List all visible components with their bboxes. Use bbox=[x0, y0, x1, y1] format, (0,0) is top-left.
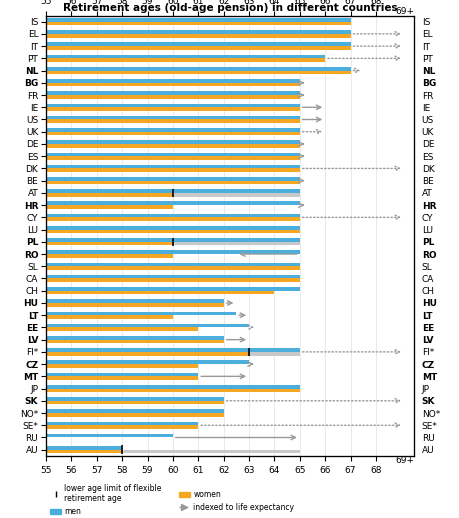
Bar bbox=[46, 446, 122, 450]
Bar bbox=[46, 372, 198, 377]
Bar bbox=[46, 213, 299, 218]
Bar bbox=[46, 132, 299, 135]
Bar bbox=[46, 450, 122, 453]
Bar bbox=[46, 42, 350, 46]
Bar bbox=[173, 193, 299, 196]
Bar bbox=[46, 422, 198, 425]
Bar bbox=[46, 226, 299, 229]
Bar bbox=[46, 67, 350, 70]
Bar bbox=[46, 22, 350, 25]
Bar bbox=[46, 250, 299, 254]
Bar bbox=[46, 409, 223, 413]
Bar bbox=[46, 291, 274, 294]
Bar bbox=[46, 120, 299, 123]
Bar bbox=[46, 242, 173, 246]
Text: Retirement ages (old-age pension) in different countries: Retirement ages (old-age pension) in dif… bbox=[62, 3, 397, 12]
Text: 69+: 69+ bbox=[394, 456, 413, 465]
Bar bbox=[46, 413, 223, 416]
Bar bbox=[46, 107, 299, 111]
Bar bbox=[46, 70, 350, 74]
Bar bbox=[46, 425, 198, 429]
Bar bbox=[46, 327, 198, 331]
Bar bbox=[46, 315, 173, 319]
Bar bbox=[46, 336, 223, 340]
Bar bbox=[122, 450, 299, 453]
Bar bbox=[46, 287, 299, 291]
Bar bbox=[46, 266, 299, 270]
Bar bbox=[173, 242, 299, 246]
Bar bbox=[46, 202, 299, 205]
Bar bbox=[46, 275, 299, 279]
Bar bbox=[46, 263, 299, 266]
Bar bbox=[46, 279, 299, 282]
Bar bbox=[46, 340, 223, 343]
Bar bbox=[46, 218, 299, 221]
Bar bbox=[46, 189, 299, 193]
Bar bbox=[46, 79, 299, 83]
Bar bbox=[46, 377, 198, 380]
Bar bbox=[46, 348, 299, 352]
Bar bbox=[46, 55, 325, 59]
Bar bbox=[46, 254, 173, 258]
Bar bbox=[46, 193, 173, 196]
Legend: lower age limit of flexible
retirement age, men, decided new retirement age, wom: lower age limit of flexible retirement a… bbox=[50, 484, 294, 518]
Bar bbox=[46, 397, 223, 401]
Bar bbox=[248, 352, 299, 355]
Bar bbox=[46, 95, 299, 99]
Bar bbox=[46, 46, 350, 50]
Text: 69+: 69+ bbox=[394, 7, 413, 16]
Bar bbox=[46, 401, 223, 405]
Bar bbox=[46, 238, 299, 242]
Bar bbox=[46, 128, 299, 132]
Bar bbox=[46, 168, 299, 172]
Bar bbox=[46, 104, 299, 107]
Bar bbox=[46, 18, 350, 22]
Bar bbox=[46, 388, 299, 392]
Bar bbox=[46, 165, 299, 168]
Bar bbox=[46, 83, 299, 87]
Bar bbox=[46, 181, 299, 184]
Bar bbox=[46, 30, 350, 34]
Bar bbox=[46, 140, 299, 144]
Bar bbox=[46, 361, 248, 364]
Bar bbox=[46, 116, 299, 120]
Bar bbox=[46, 229, 299, 233]
Bar bbox=[46, 152, 299, 156]
Bar bbox=[46, 91, 299, 95]
Bar bbox=[46, 385, 299, 388]
Bar bbox=[46, 434, 173, 438]
Bar bbox=[46, 144, 299, 148]
Bar bbox=[46, 311, 236, 315]
Bar bbox=[46, 303, 223, 307]
Bar bbox=[46, 299, 223, 303]
Bar bbox=[46, 177, 299, 181]
Bar bbox=[46, 156, 299, 160]
Bar bbox=[46, 59, 325, 62]
Bar bbox=[46, 34, 350, 38]
Bar bbox=[46, 324, 248, 327]
Bar bbox=[46, 205, 173, 209]
Bar bbox=[46, 364, 198, 368]
Bar bbox=[46, 352, 299, 355]
